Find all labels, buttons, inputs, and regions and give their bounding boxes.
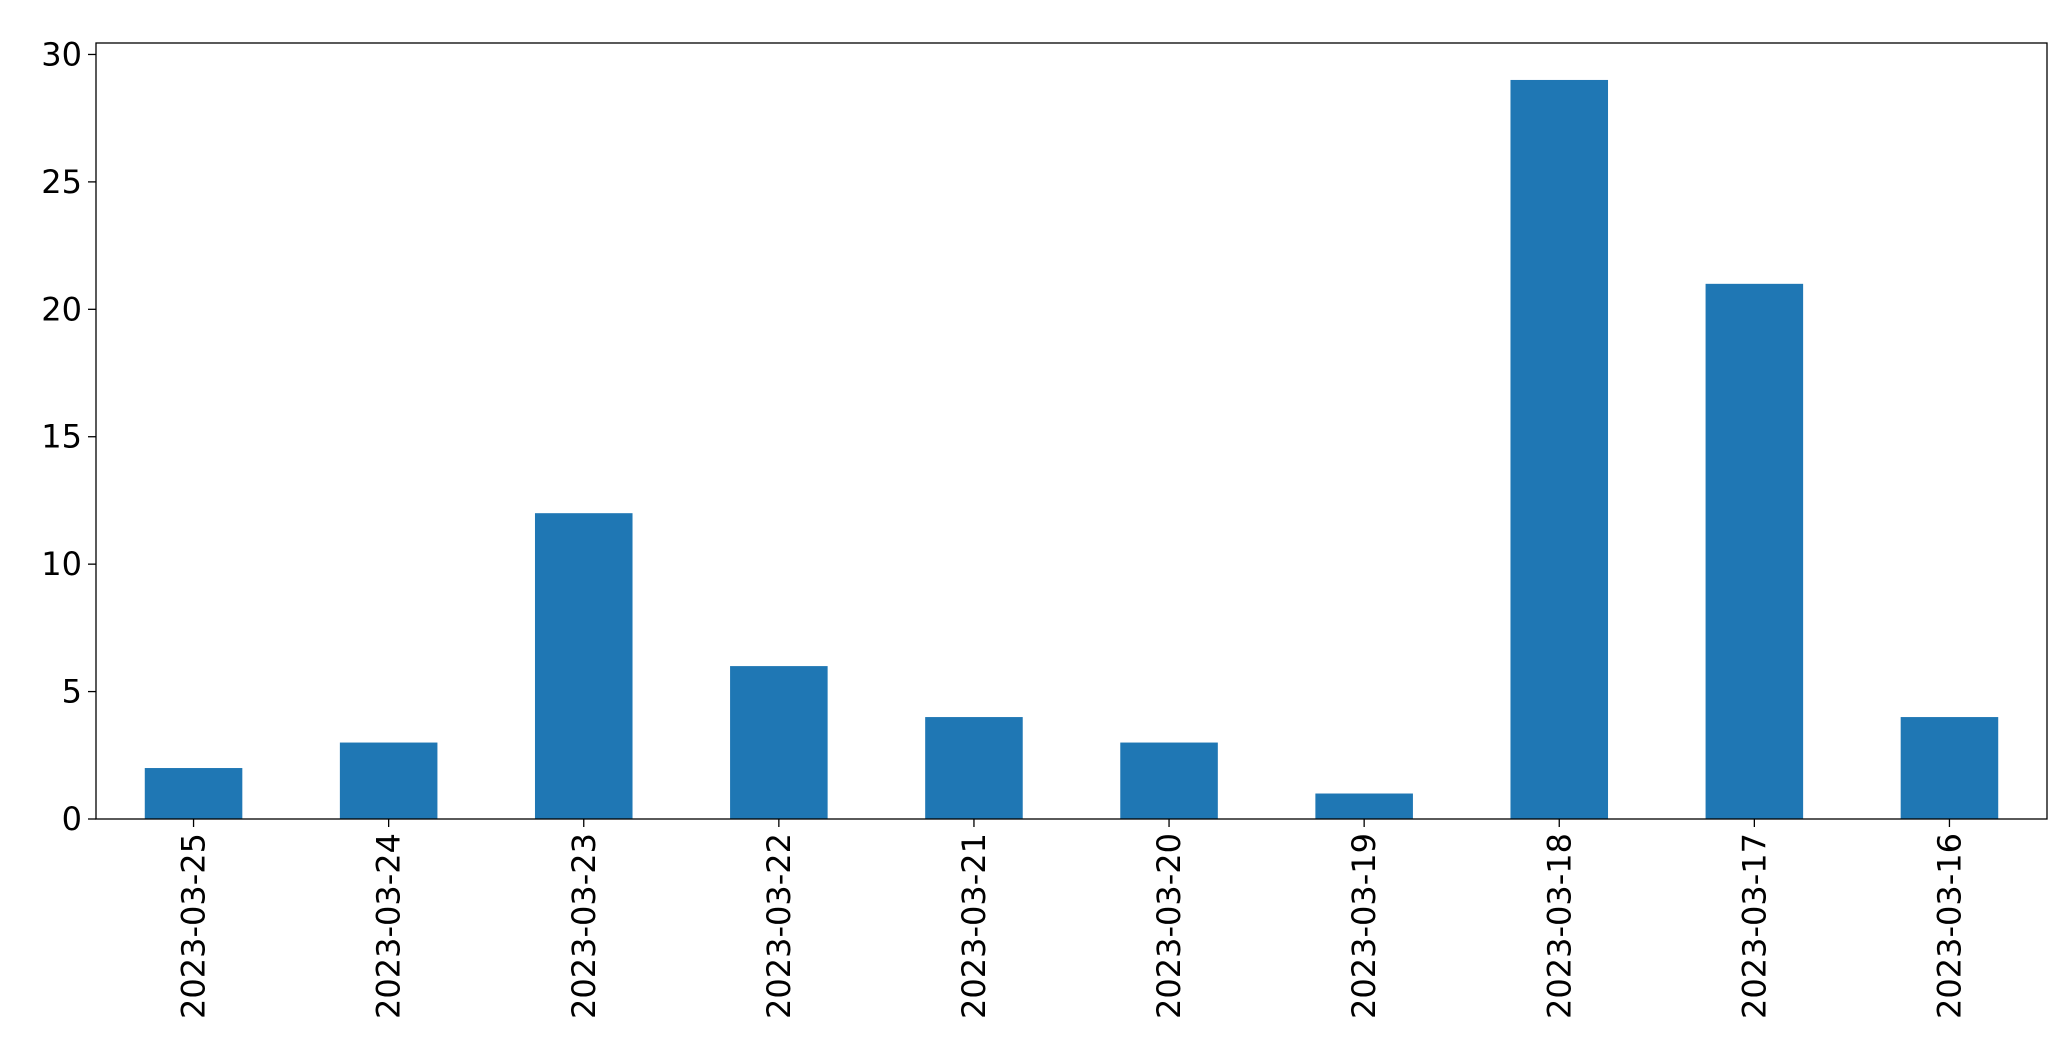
bar [925, 717, 1023, 819]
bar [1510, 79, 1609, 819]
x-tick-label: 2023-03-23 [565, 833, 603, 1019]
bar [534, 513, 633, 819]
y-tick-label: 30 [41, 35, 82, 73]
y-tick-label: 15 [41, 418, 82, 456]
x-tick-label: 2023-03-17 [1735, 833, 1773, 1019]
x-tick-label: 2023-03-18 [1540, 833, 1578, 1019]
bar [1315, 793, 1413, 819]
x-tick-label: 2023-03-24 [370, 833, 408, 1019]
bar [730, 666, 828, 819]
bar [1120, 742, 1218, 819]
x-tick-label: 2023-03-16 [1930, 833, 1968, 1019]
y-tick-label: 5 [62, 673, 82, 711]
y-tick-label: 20 [41, 290, 82, 328]
x-tick-label: 2023-03-20 [1150, 833, 1188, 1019]
x-tick-label: 2023-03-25 [175, 833, 213, 1019]
y-tick-label: 25 [41, 163, 82, 201]
bar [1900, 717, 1999, 819]
y-tick-label: 0 [62, 800, 82, 838]
bar [144, 768, 243, 819]
plot-frame [95, 42, 2048, 820]
bar [339, 742, 438, 819]
x-tick-label: 2023-03-21 [955, 833, 993, 1019]
x-tick-label: 2023-03-19 [1345, 833, 1383, 1019]
x-tick-label: 2023-03-22 [760, 833, 798, 1019]
y-tick-label: 10 [41, 545, 82, 583]
bar [1705, 283, 1804, 819]
